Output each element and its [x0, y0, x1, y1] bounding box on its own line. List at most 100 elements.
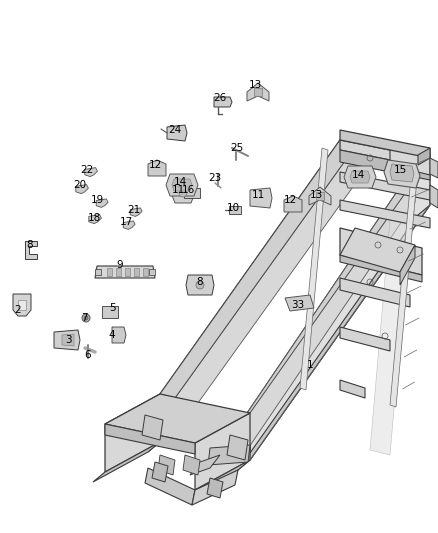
Text: 11: 11	[171, 185, 185, 195]
Polygon shape	[105, 394, 250, 443]
Polygon shape	[430, 158, 438, 178]
Polygon shape	[195, 413, 250, 490]
Text: 12: 12	[148, 160, 162, 170]
Polygon shape	[105, 424, 195, 454]
Polygon shape	[340, 200, 430, 228]
Polygon shape	[123, 221, 135, 229]
Polygon shape	[245, 165, 415, 453]
Text: 25: 25	[230, 143, 244, 153]
Text: 22: 22	[81, 165, 94, 175]
Polygon shape	[250, 188, 272, 208]
Polygon shape	[148, 160, 166, 176]
Polygon shape	[340, 150, 430, 180]
Text: 13: 13	[309, 190, 323, 200]
Polygon shape	[390, 145, 430, 175]
Text: 5: 5	[109, 303, 115, 313]
Text: 19: 19	[90, 195, 104, 205]
Polygon shape	[96, 199, 108, 207]
Polygon shape	[250, 158, 430, 460]
Polygon shape	[390, 164, 414, 182]
Text: 3: 3	[65, 335, 71, 345]
Polygon shape	[254, 88, 262, 96]
Text: 26: 26	[213, 93, 226, 103]
Polygon shape	[370, 220, 410, 455]
Text: 8: 8	[27, 240, 33, 250]
Polygon shape	[247, 83, 269, 101]
Text: 12: 12	[283, 195, 297, 205]
Circle shape	[84, 316, 88, 320]
Polygon shape	[285, 295, 314, 311]
Polygon shape	[175, 147, 355, 435]
Polygon shape	[430, 185, 438, 208]
Polygon shape	[95, 269, 101, 275]
Polygon shape	[171, 183, 195, 203]
Polygon shape	[238, 205, 430, 470]
Polygon shape	[116, 268, 121, 276]
Text: 16: 16	[181, 185, 194, 195]
Polygon shape	[340, 130, 430, 158]
Polygon shape	[148, 188, 340, 452]
Polygon shape	[227, 435, 248, 460]
Polygon shape	[190, 455, 220, 475]
Polygon shape	[208, 445, 250, 465]
Polygon shape	[316, 192, 324, 200]
Polygon shape	[183, 460, 250, 500]
Polygon shape	[13, 294, 31, 316]
Polygon shape	[167, 125, 187, 141]
Text: 10: 10	[226, 203, 240, 213]
Polygon shape	[340, 140, 430, 168]
Polygon shape	[418, 148, 430, 165]
Polygon shape	[186, 275, 214, 295]
Polygon shape	[340, 278, 410, 307]
Polygon shape	[192, 470, 238, 505]
Polygon shape	[134, 268, 139, 276]
Polygon shape	[214, 97, 232, 107]
Polygon shape	[245, 158, 430, 416]
Text: 21: 21	[127, 205, 141, 215]
Text: 15: 15	[393, 165, 406, 175]
Polygon shape	[183, 455, 200, 475]
Polygon shape	[340, 228, 422, 275]
Polygon shape	[166, 174, 198, 196]
Polygon shape	[184, 188, 200, 198]
Circle shape	[196, 281, 204, 289]
Polygon shape	[160, 140, 355, 398]
Polygon shape	[76, 184, 88, 193]
Polygon shape	[340, 255, 422, 282]
Polygon shape	[149, 269, 155, 275]
Polygon shape	[95, 266, 155, 278]
Polygon shape	[25, 241, 37, 259]
Text: 9: 9	[117, 260, 124, 270]
Text: 11: 11	[251, 190, 265, 200]
Text: 13: 13	[248, 80, 261, 90]
Polygon shape	[207, 478, 223, 498]
Polygon shape	[152, 462, 168, 482]
Text: 4: 4	[109, 330, 115, 340]
Polygon shape	[145, 468, 195, 505]
Text: 33: 33	[291, 300, 304, 310]
Polygon shape	[62, 334, 74, 346]
Text: 14: 14	[351, 170, 364, 180]
Polygon shape	[340, 380, 365, 398]
Polygon shape	[142, 415, 163, 440]
Polygon shape	[384, 160, 420, 188]
Circle shape	[82, 314, 90, 322]
Polygon shape	[143, 268, 148, 276]
Text: 23: 23	[208, 173, 222, 183]
Text: 18: 18	[87, 213, 101, 223]
Polygon shape	[340, 228, 415, 272]
Polygon shape	[160, 140, 340, 442]
Polygon shape	[158, 455, 175, 475]
Polygon shape	[344, 166, 376, 188]
Text: 20: 20	[74, 180, 87, 190]
Polygon shape	[125, 268, 130, 276]
Text: 7: 7	[81, 313, 87, 323]
Polygon shape	[112, 327, 126, 343]
Polygon shape	[18, 300, 26, 310]
Polygon shape	[340, 172, 430, 200]
Polygon shape	[350, 171, 370, 183]
Text: 24: 24	[168, 125, 182, 135]
Polygon shape	[89, 215, 102, 224]
Polygon shape	[300, 148, 328, 390]
Polygon shape	[107, 268, 112, 276]
